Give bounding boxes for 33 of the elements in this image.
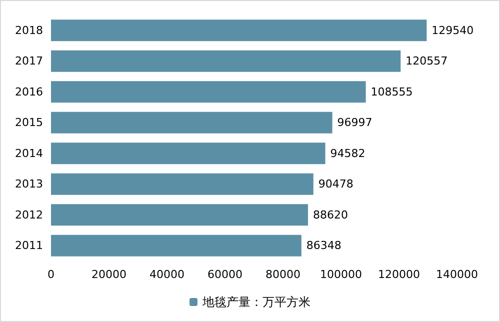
- y-tick-label: 2012: [15, 208, 43, 222]
- bar: [51, 142, 326, 164]
- data-label: 88620: [313, 208, 348, 222]
- bar: [51, 204, 308, 226]
- bar: [51, 173, 314, 195]
- data-label: 108555: [370, 85, 413, 98]
- data-label: 120557: [406, 54, 448, 68]
- data-label: 94582: [330, 146, 366, 160]
- bar: [51, 112, 332, 134]
- x-tick-label: 40000: [150, 268, 184, 281]
- data-label: 86348: [306, 239, 342, 252]
- x-tick-label: 100000: [320, 268, 362, 281]
- bar: [51, 20, 427, 42]
- bar: [51, 81, 366, 103]
- y-tick-label: 2014: [15, 146, 43, 160]
- y-tick-label: 2011: [15, 239, 43, 252]
- legend-label: 地毯产量：万平方米: [202, 295, 310, 309]
- bar: [51, 50, 401, 72]
- x-tick-label: 0: [48, 268, 54, 281]
- bar: [51, 234, 302, 256]
- y-tick-label: 2013: [15, 178, 43, 191]
- y-tick-label: 2017: [15, 54, 43, 68]
- y-tick-label: 2016: [15, 85, 43, 98]
- x-tick-label: 120000: [378, 268, 420, 281]
- data-label: 90478: [318, 178, 354, 191]
- data-label: 129540: [432, 24, 474, 37]
- data-label: 96997: [337, 116, 372, 130]
- y-tick-label: 2015: [15, 116, 43, 130]
- x-tick-label: 60000: [208, 268, 242, 281]
- x-tick-label: 140000: [436, 268, 478, 281]
- x-tick-label: 20000: [92, 268, 126, 281]
- x-tick-label: 80000: [266, 268, 300, 281]
- y-tick-label: 2018: [15, 24, 43, 37]
